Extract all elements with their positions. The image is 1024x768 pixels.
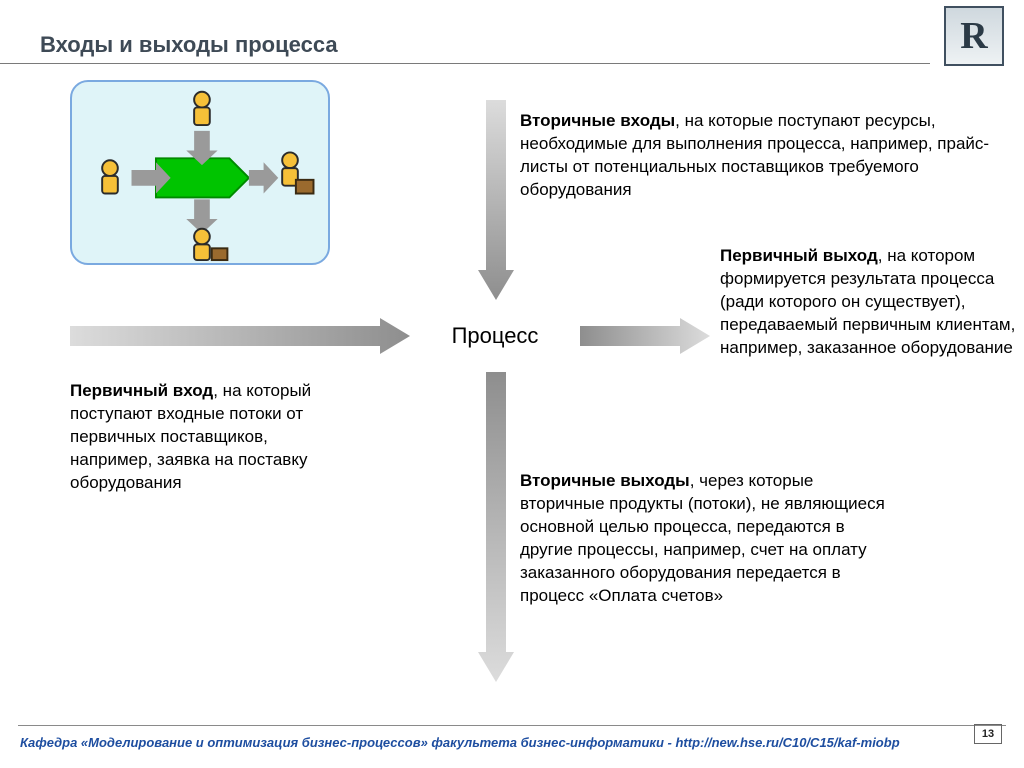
bold-secondary-out: Вторичные выходы <box>520 471 690 490</box>
slide: Входы и выходы процесса R <box>0 0 1024 768</box>
arrow-in-left <box>70 318 410 354</box>
thumbnail-diagram <box>70 80 330 265</box>
text-secondary-out: Вторичные выходы, через которые вторичны… <box>520 470 890 608</box>
arrow-out-right <box>580 318 710 354</box>
text-primary-in: Первичный вход, на который поступают вхо… <box>70 380 320 495</box>
process-node: Процесс <box>410 300 580 372</box>
process-label: Процесс <box>452 323 539 349</box>
bold-primary-in: Первичный вход <box>70 381 213 400</box>
arrow-out-bottom <box>478 372 514 682</box>
rest-secondary-out: , через которые вторичные продукты (пото… <box>520 471 885 605</box>
bold-secondary-in: Вторичные входы <box>520 111 675 130</box>
footer-divider <box>18 725 1006 726</box>
page-number: 13 <box>974 724 1002 744</box>
logo-icon: R <box>944 6 1004 66</box>
arrow-in-top <box>478 100 514 300</box>
page-title: Входы и выходы процесса <box>40 32 338 58</box>
footer-text: Кафедра «Моделирование и оптимизация биз… <box>20 735 900 750</box>
title-underline <box>0 63 930 64</box>
text-secondary-in: Вторичные входы, на которые поступают ре… <box>520 110 990 202</box>
text-primary-out: Первичный выход, на котором формируется … <box>720 245 1020 360</box>
logo-letter: R <box>960 14 987 58</box>
bold-primary-out: Первичный выход <box>720 246 878 265</box>
